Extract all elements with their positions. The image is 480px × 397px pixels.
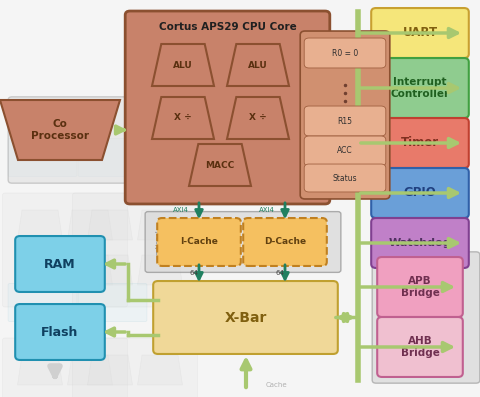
FancyBboxPatch shape — [243, 218, 327, 266]
Text: X-Bar: X-Bar — [224, 310, 267, 324]
Polygon shape — [152, 97, 214, 139]
Polygon shape — [87, 210, 132, 240]
Text: Status: Status — [333, 173, 357, 183]
Polygon shape — [17, 355, 62, 385]
Text: R15: R15 — [337, 116, 352, 125]
Polygon shape — [87, 255, 132, 285]
Text: AXI4: AXI4 — [173, 207, 189, 213]
Text: GPIO: GPIO — [404, 187, 436, 200]
FancyBboxPatch shape — [78, 283, 147, 322]
Polygon shape — [227, 44, 289, 86]
Polygon shape — [68, 355, 112, 385]
FancyBboxPatch shape — [371, 168, 469, 218]
Polygon shape — [189, 144, 251, 186]
FancyBboxPatch shape — [304, 164, 386, 192]
Text: ACC: ACC — [337, 146, 353, 156]
FancyBboxPatch shape — [304, 106, 386, 136]
FancyBboxPatch shape — [377, 317, 463, 377]
Text: X ÷: X ÷ — [249, 114, 267, 123]
Text: AXI4: AXI4 — [259, 207, 275, 213]
Text: Cache: Cache — [265, 382, 287, 388]
Text: APB
Bridge: APB Bridge — [401, 276, 439, 298]
Text: ALU: ALU — [248, 60, 268, 69]
Text: Cortus APS29 CPU Core: Cortus APS29 CPU Core — [158, 22, 296, 32]
Polygon shape — [152, 44, 214, 86]
Text: R0 = 0: R0 = 0 — [332, 48, 358, 58]
Text: I-Cache: I-Cache — [180, 237, 218, 247]
FancyBboxPatch shape — [125, 11, 330, 204]
FancyBboxPatch shape — [371, 218, 469, 268]
FancyBboxPatch shape — [371, 8, 469, 58]
FancyBboxPatch shape — [157, 218, 241, 266]
Polygon shape — [0, 100, 120, 160]
Text: MACC: MACC — [205, 160, 235, 170]
FancyBboxPatch shape — [8, 283, 77, 322]
Text: optional: optional — [156, 229, 160, 255]
Text: Timer: Timer — [401, 137, 439, 150]
Polygon shape — [137, 210, 182, 240]
Polygon shape — [87, 355, 132, 385]
Text: Flash: Flash — [41, 326, 79, 339]
Text: Watchdog: Watchdog — [389, 238, 451, 248]
FancyBboxPatch shape — [304, 38, 386, 68]
Text: UART: UART — [402, 27, 438, 39]
Text: 64: 64 — [276, 270, 285, 276]
Text: 64: 64 — [190, 270, 198, 276]
FancyBboxPatch shape — [8, 139, 77, 177]
Polygon shape — [68, 210, 112, 240]
FancyBboxPatch shape — [371, 118, 469, 168]
FancyBboxPatch shape — [371, 58, 469, 118]
Text: optional: optional — [383, 304, 387, 330]
FancyBboxPatch shape — [377, 257, 463, 317]
FancyBboxPatch shape — [15, 236, 105, 292]
FancyBboxPatch shape — [72, 193, 197, 307]
FancyBboxPatch shape — [72, 338, 197, 397]
Text: optional: optional — [15, 127, 21, 153]
Polygon shape — [68, 255, 112, 285]
FancyBboxPatch shape — [372, 252, 480, 383]
FancyBboxPatch shape — [304, 136, 386, 166]
FancyBboxPatch shape — [153, 281, 338, 354]
FancyBboxPatch shape — [8, 97, 156, 183]
Polygon shape — [137, 255, 182, 285]
Text: Co
Processor: Co Processor — [31, 119, 89, 141]
FancyBboxPatch shape — [2, 338, 127, 397]
Polygon shape — [137, 355, 182, 385]
Polygon shape — [227, 97, 289, 139]
FancyBboxPatch shape — [15, 304, 105, 360]
Text: AHB
Bridge: AHB Bridge — [401, 336, 439, 358]
Text: D-Cache: D-Cache — [264, 237, 306, 247]
FancyBboxPatch shape — [78, 139, 147, 177]
Text: ALU: ALU — [173, 60, 193, 69]
Text: Interrupt
Controller: Interrupt Controller — [390, 77, 450, 99]
Polygon shape — [17, 255, 62, 285]
FancyBboxPatch shape — [300, 31, 390, 199]
Text: RAM: RAM — [44, 258, 76, 270]
Polygon shape — [17, 210, 62, 240]
Text: X ÷: X ÷ — [174, 114, 192, 123]
FancyBboxPatch shape — [145, 212, 341, 272]
FancyBboxPatch shape — [2, 193, 127, 307]
